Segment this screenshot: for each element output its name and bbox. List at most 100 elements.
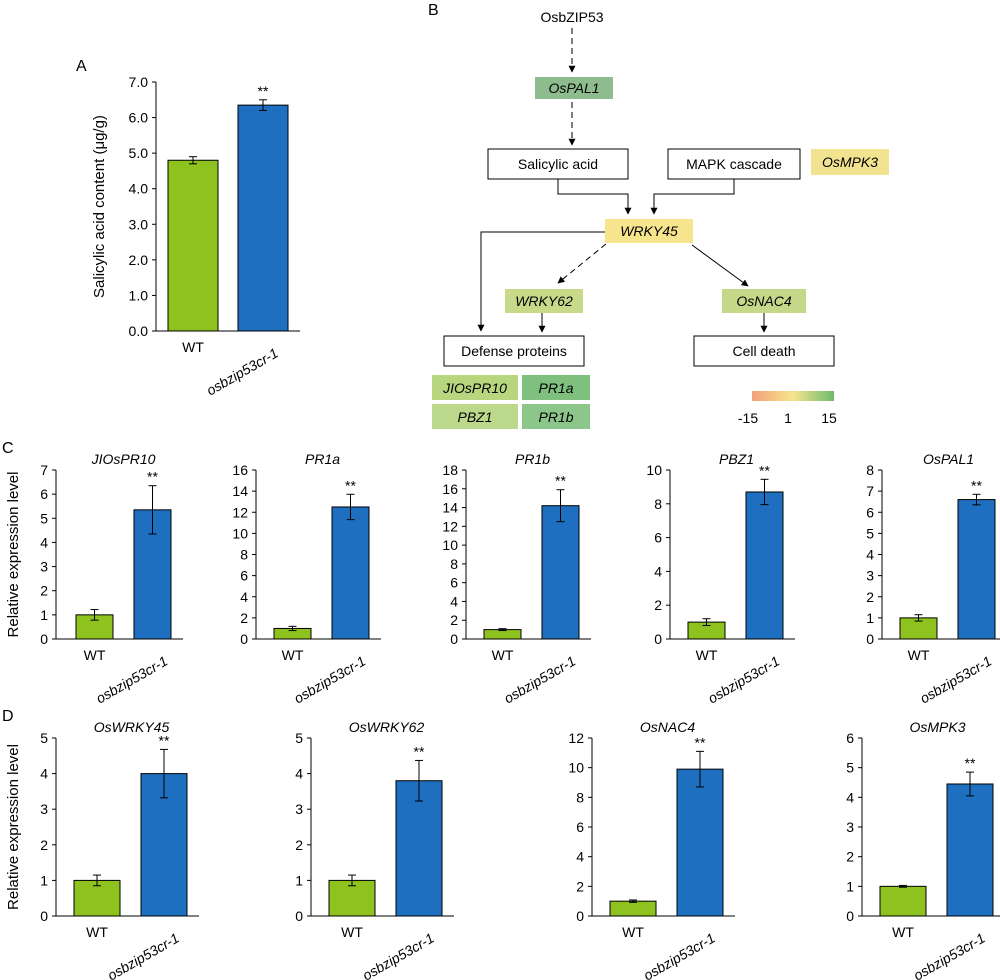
c3-category-wt: WT <box>492 647 514 663</box>
c4-category-wt: WT <box>696 647 718 663</box>
node-defense: Defense proteins <box>461 343 567 359</box>
arrow-wrky45-wrky62 <box>557 243 607 284</box>
d4-bar-mutant <box>946 783 994 917</box>
d4-title: OsMPK3 <box>909 719 965 735</box>
d3-tick-label: 12 <box>568 730 584 746</box>
c4-tick-label: 2 <box>654 597 662 613</box>
d1-title: OsWRKY45 <box>94 719 170 735</box>
c2-tick-label: 12 <box>232 504 248 520</box>
c1-tick-label: 4 <box>40 534 48 550</box>
node-osmpk3: OsMPK3 <box>822 154 878 170</box>
c2-title: PR1a <box>305 451 340 467</box>
node-defense-box <box>443 335 585 367</box>
c2-tick-label: 0 <box>240 631 248 647</box>
d4-tick-label: 6 <box>846 730 854 746</box>
a-y-label: Salicylic acid content (μg/g) <box>91 115 108 298</box>
c1-tick-label: 5 <box>40 510 48 526</box>
c4-significance: ** <box>759 462 770 478</box>
d4-bar-wt <box>879 885 927 917</box>
node-jiospr10-box <box>432 375 518 400</box>
a-category-mutant: osbzip53cr-1 <box>204 345 281 399</box>
node-pbz1-box <box>432 404 518 429</box>
a-significance: ** <box>258 83 269 99</box>
a-tick-label: 3.0 <box>129 216 149 232</box>
node-pr1b: PR1b <box>538 409 573 425</box>
c5-tick-label: 7 <box>866 483 874 499</box>
d4-tick-label: 1 <box>846 878 854 894</box>
c2-tick-label: 2 <box>240 610 248 626</box>
node-celldeath-box <box>693 335 835 367</box>
node-celldeath: Cell death <box>732 343 795 359</box>
panel-label-c: C <box>2 440 14 457</box>
arrow-wrky45-osnac4 <box>691 244 749 287</box>
c2-bar-mutant <box>331 506 370 640</box>
node-salicylic: Salicylic acid <box>518 156 598 172</box>
c5-tick-label: 3 <box>866 568 874 584</box>
scale-min-label: -15 <box>738 410 758 426</box>
d3-bar-wt <box>609 900 657 917</box>
c2-category-wt: WT <box>282 647 304 663</box>
d3-tick-label: 6 <box>576 819 584 835</box>
c1-tick-label: 6 <box>40 486 48 502</box>
a-tick-label: 4.0 <box>129 181 149 197</box>
scale-mid-label: 1 <box>784 410 792 426</box>
c3-tick-label: 4 <box>450 593 458 609</box>
d1-category-wt: WT <box>86 924 108 940</box>
arrow-mapk-wrky45 <box>650 179 735 215</box>
c2-tick-label: 14 <box>232 483 248 499</box>
d4-significance: ** <box>965 755 976 771</box>
d3-category-mutant: osbzip53cr-1 <box>641 930 718 980</box>
c2-tick-label: 8 <box>240 547 248 563</box>
a-category-wt: WT <box>182 339 204 355</box>
c5-tick-label: 0 <box>866 631 874 647</box>
a-tick-label: 0.0 <box>129 323 149 339</box>
d3-significance: ** <box>695 734 706 750</box>
a-tick-label: 1.0 <box>129 287 149 303</box>
scale-max-label: 15 <box>821 410 837 426</box>
d2-significance: ** <box>414 743 425 759</box>
d1-tick-label: 4 <box>40 766 48 782</box>
panel-label-d: D <box>2 708 14 725</box>
d1-tick-label: 3 <box>40 801 48 817</box>
c5-tick-label: 8 <box>866 462 874 478</box>
c4-tick-label: 6 <box>654 530 662 546</box>
c1-tick-label: 7 <box>40 462 48 478</box>
arrow-wrky45-defense <box>477 231 605 332</box>
c1-tick-label: 2 <box>40 583 48 599</box>
d2-tick-label: 4 <box>295 766 303 782</box>
node-wrky45-box <box>605 219 693 243</box>
c3-tick-label: 14 <box>442 500 458 516</box>
a-tick-label: 2.0 <box>129 252 149 268</box>
d4-tick-label: 5 <box>846 760 854 776</box>
node-jiospr10: JIOsPR10 <box>442 380 507 396</box>
pathway-diagram: OsbZIP53 OsPAL1 Salicylic acid MAPK casc… <box>432 9 889 429</box>
node-osmpk3-box <box>811 149 889 175</box>
d1-tick-label: 1 <box>40 872 48 888</box>
d3-category-wt: WT <box>622 924 644 940</box>
node-ospal1-box <box>535 77 613 99</box>
c3-tick-label: 0 <box>450 631 458 647</box>
c4-tick-label: 10 <box>646 462 662 478</box>
c1-tick-label: 1 <box>40 607 48 623</box>
node-osnac4: OsNAC4 <box>736 293 791 309</box>
node-osbzip53: OsbZIP53 <box>540 9 603 25</box>
c5-tick-label: 6 <box>866 504 874 520</box>
c2-tick-label: 6 <box>240 568 248 584</box>
color-scale-bar <box>752 391 834 401</box>
d4-category-wt: WT <box>892 924 914 940</box>
c4-tick-label: 0 <box>654 631 662 647</box>
node-pr1b-box <box>522 404 590 429</box>
d1-tick-label: 0 <box>40 908 48 924</box>
d2-category-wt: WT <box>341 924 363 940</box>
c5-tick-label: 1 <box>866 610 874 626</box>
d2-tick-label: 0 <box>295 908 303 924</box>
node-wrky62-box <box>505 289 583 313</box>
d2-tick-label: 2 <box>295 837 303 853</box>
node-pr1a: PR1a <box>538 380 573 396</box>
c3-tick-label: 16 <box>442 481 458 497</box>
d1-tick-label: 5 <box>40 730 48 746</box>
d4-tick-label: 4 <box>846 789 854 805</box>
node-pr1a-box <box>522 375 590 400</box>
c2-significance: ** <box>345 477 356 493</box>
